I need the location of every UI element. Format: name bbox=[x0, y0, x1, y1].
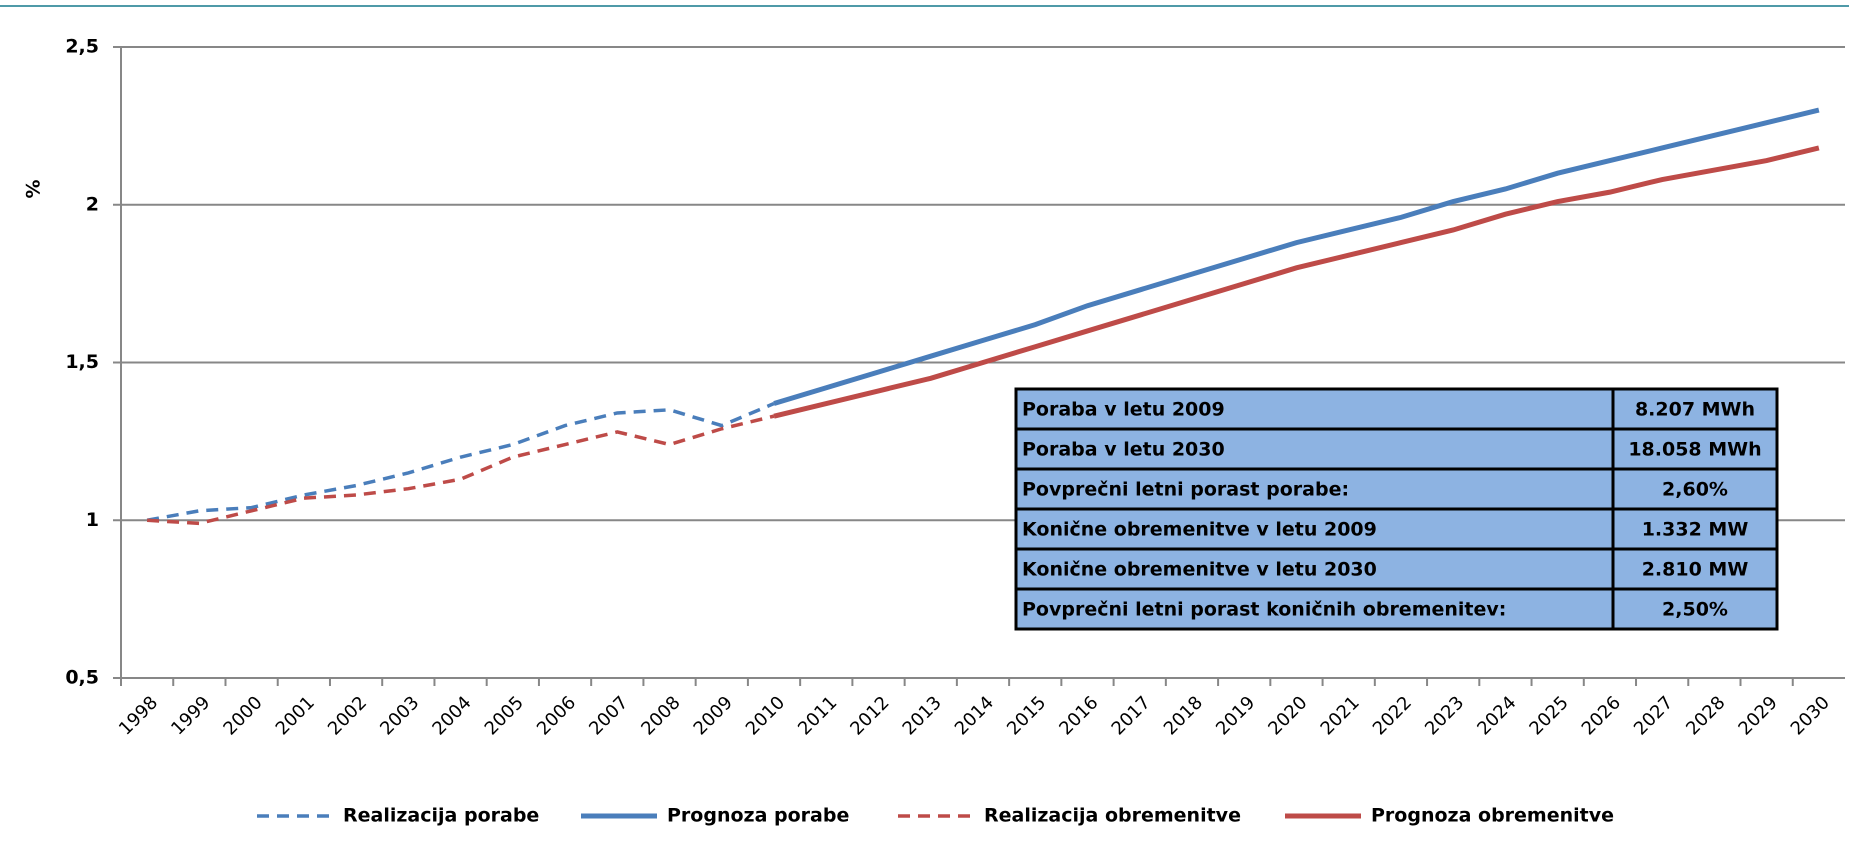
y-tick-label: 2 bbox=[86, 193, 99, 215]
y-tick-label: 1,5 bbox=[65, 351, 99, 373]
table-cell bbox=[1611, 507, 1779, 551]
legend-label: Realizacija porabe bbox=[343, 805, 539, 827]
x-tick-label: 2007 bbox=[585, 692, 632, 739]
x-tick-label: 2017 bbox=[1108, 692, 1155, 739]
table-label: Konične obremenitve v letu 2030 bbox=[1022, 559, 1377, 581]
legend-label: Prognoza porabe bbox=[667, 805, 849, 827]
x-tick-label: 2028 bbox=[1682, 692, 1729, 739]
x-tick-label: 1998 bbox=[115, 692, 162, 739]
table-label: Poraba v letu 2009 bbox=[1022, 399, 1225, 421]
x-tick-label: 2011 bbox=[794, 692, 841, 739]
series-line bbox=[773, 145, 1820, 419]
series-line bbox=[146, 401, 775, 522]
table-cell bbox=[1014, 507, 1615, 551]
x-tick-label: 2008 bbox=[637, 692, 684, 739]
table-label: Povprečni letni porast porabe: bbox=[1022, 479, 1349, 501]
y-tick-label: 0,5 bbox=[65, 667, 99, 689]
table-value: 2.810 MW bbox=[1642, 559, 1749, 581]
x-tick-label: 2023 bbox=[1421, 692, 1468, 739]
x-tick-label: 2024 bbox=[1473, 692, 1520, 739]
table-cell bbox=[1014, 467, 1615, 511]
table-cell bbox=[1611, 587, 1779, 631]
x-tick-label: 2012 bbox=[846, 692, 893, 739]
x-tick-label: 2014 bbox=[951, 692, 998, 739]
table-value: 8.207 MWh bbox=[1635, 399, 1755, 421]
x-tick-label: 2009 bbox=[690, 692, 737, 739]
x-tick-label: 2019 bbox=[1212, 692, 1259, 739]
table-cell bbox=[1611, 467, 1779, 511]
x-tick-label: 2003 bbox=[376, 692, 423, 739]
legend-label: Prognoza obremenitve bbox=[1371, 805, 1614, 827]
legend-label: Realizacija obremenitve bbox=[984, 805, 1241, 827]
series-line bbox=[773, 107, 1820, 406]
x-tick-label: 2021 bbox=[1317, 692, 1364, 739]
x-tick-label: 2016 bbox=[1055, 692, 1102, 739]
table-cell bbox=[1014, 587, 1615, 631]
x-tick-label: 2026 bbox=[1578, 692, 1625, 739]
table-value: 18.058 MWh bbox=[1628, 439, 1761, 461]
table-value: 2,60% bbox=[1662, 479, 1728, 501]
x-tick-label: 2027 bbox=[1630, 692, 1677, 739]
y-axis-label: % bbox=[23, 179, 45, 198]
table-label: Povprečni letni porast koničnih obremeni… bbox=[1022, 599, 1506, 621]
table-cell bbox=[1611, 547, 1779, 591]
x-tick-label: 2025 bbox=[1525, 692, 1572, 739]
y-tick-label: 2,5 bbox=[65, 36, 99, 58]
x-tick-label: 2005 bbox=[481, 692, 528, 739]
y-tick-label: 1 bbox=[86, 509, 99, 531]
x-tick-label: 2006 bbox=[533, 692, 580, 739]
table-cell bbox=[1611, 387, 1779, 431]
series-line bbox=[147, 414, 775, 526]
x-tick-label: 2020 bbox=[1264, 692, 1311, 739]
x-tick-label: 2000 bbox=[219, 692, 266, 739]
x-tick-label: 2015 bbox=[1003, 692, 1050, 739]
table-value: 2,50% bbox=[1662, 599, 1728, 621]
x-tick-label: 1999 bbox=[167, 692, 214, 739]
x-tick-label: 2001 bbox=[272, 692, 319, 739]
table-value: 1.332 MW bbox=[1642, 519, 1749, 541]
x-tick-label: 2018 bbox=[1160, 692, 1207, 739]
x-tick-label: 2029 bbox=[1734, 692, 1781, 739]
x-tick-label: 2010 bbox=[742, 692, 789, 739]
x-tick-label: 2004 bbox=[428, 692, 475, 739]
table-label: Poraba v letu 2030 bbox=[1022, 439, 1225, 461]
table-label: Konične obremenitve v letu 2009 bbox=[1022, 519, 1377, 541]
x-tick-label: 2002 bbox=[324, 692, 371, 739]
x-tick-label: 2013 bbox=[899, 692, 946, 739]
x-tick-label: 2030 bbox=[1787, 692, 1834, 739]
x-tick-label: 2022 bbox=[1369, 692, 1416, 739]
